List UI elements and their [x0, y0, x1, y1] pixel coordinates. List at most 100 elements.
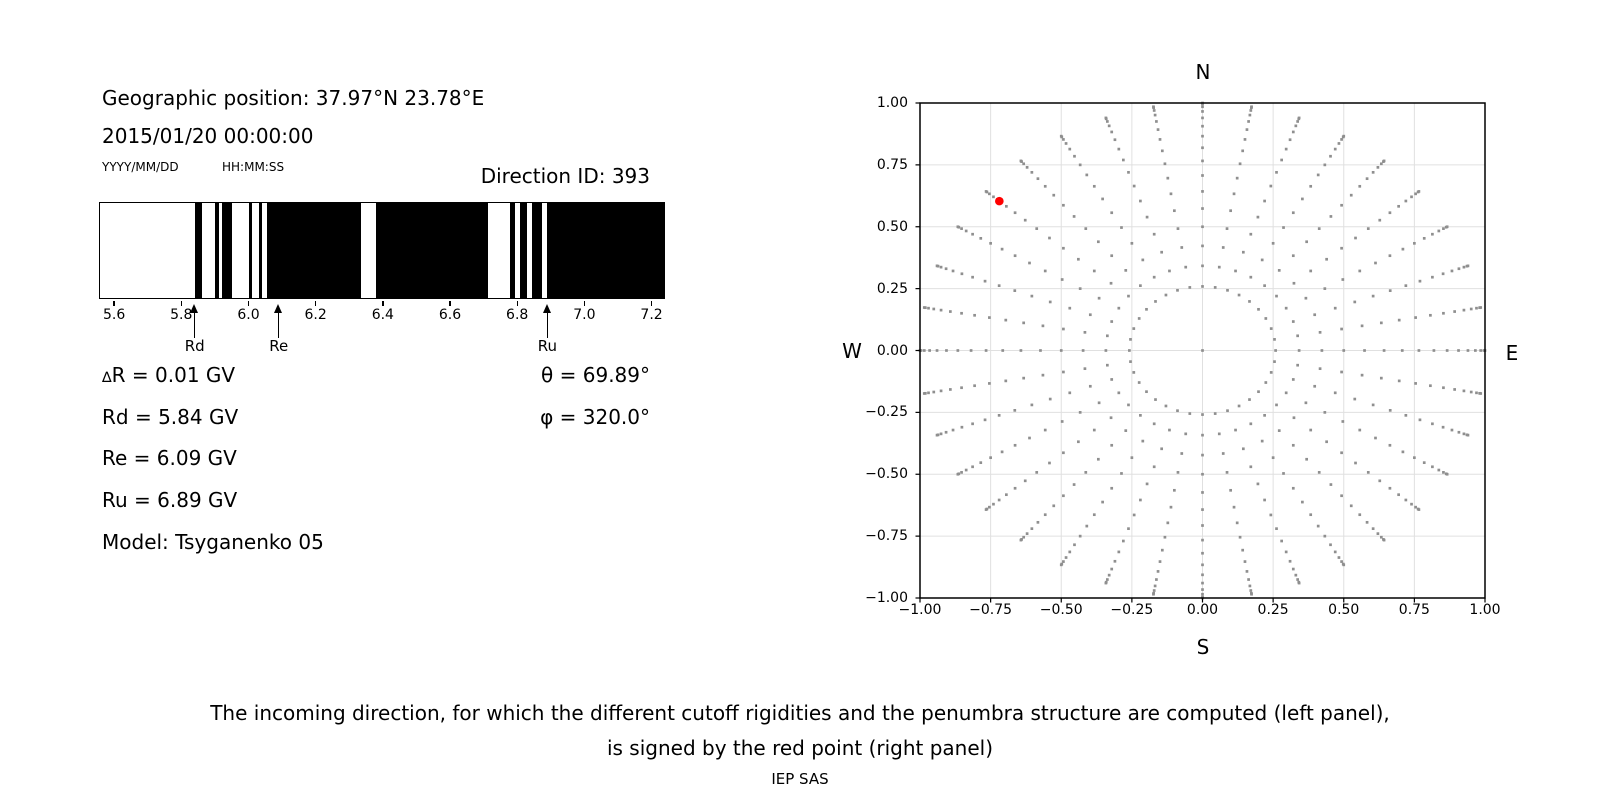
direction-dot: [992, 195, 995, 199]
direction-dot: [1110, 443, 1114, 447]
direction-dot: [1442, 386, 1445, 390]
direction-dot: [1019, 349, 1023, 352]
direction-dot: [1382, 538, 1386, 542]
direction-dot: [1431, 422, 1434, 426]
direction-dot: [1077, 440, 1080, 444]
direction-dot: [1337, 556, 1341, 559]
direction-dot: [1284, 550, 1288, 554]
direction-dot: [1217, 265, 1221, 269]
direction-dot: [944, 267, 948, 271]
direction-dot: [1022, 535, 1026, 539]
direction-dot: [1363, 349, 1366, 352]
direction-dot: [1376, 166, 1380, 169]
y-tick-label: 0.50: [876, 218, 908, 235]
direction-dot: [1301, 500, 1304, 504]
direction-dot: [1005, 204, 1008, 208]
direction-dot: [1417, 508, 1421, 511]
direction-dot: [1317, 227, 1321, 230]
direction-dot: [1083, 330, 1087, 334]
direction-dot: [1340, 138, 1343, 141]
direction-dot: [1264, 381, 1268, 384]
direction-dot: [1388, 211, 1392, 215]
direction-dot: [1132, 513, 1136, 517]
time-format-label: HH:MM:SS: [222, 160, 285, 174]
direction-dot: [971, 232, 974, 236]
direction-dot: [1418, 279, 1422, 283]
direction-dot: [1155, 120, 1158, 123]
direction-dot: [1130, 456, 1134, 460]
direction-dot: [1169, 192, 1173, 196]
direction-dot: [1163, 535, 1167, 539]
direction-dot: [1360, 324, 1364, 328]
direction-dot: [983, 418, 987, 422]
direction-dot: [1401, 450, 1405, 454]
direction-dot: [1382, 349, 1386, 352]
direction-dot: [1060, 278, 1064, 281]
barcode-tick-mark: [247, 301, 250, 306]
direction-dot: [1263, 199, 1266, 203]
direction-dot: [971, 422, 974, 426]
direction-dot: [1360, 373, 1364, 377]
direction-dot: [1110, 254, 1114, 258]
direction-dot: [1097, 296, 1101, 300]
direction-dot: [960, 227, 963, 230]
direction-dot: [1201, 472, 1204, 476]
direction-dot: [1084, 471, 1088, 474]
direction-dot: [1379, 162, 1383, 166]
direction-dot: [1457, 349, 1460, 352]
direction-dot: [960, 272, 964, 276]
direction-dot: [1442, 311, 1445, 315]
delta-symbol: ∆: [102, 370, 112, 386]
direction-dot: [1028, 436, 1031, 440]
direction-dot: [1154, 300, 1157, 303]
direction-dot: [1169, 505, 1173, 509]
direction-dot: [1201, 491, 1204, 494]
direction-dot: [1333, 147, 1337, 151]
direction-dot: [1466, 264, 1470, 268]
direction-dot: [1260, 258, 1264, 262]
direction-dot: [1025, 532, 1029, 535]
direction-dot: [1105, 363, 1109, 367]
direction-dot: [1382, 159, 1386, 163]
direction-dot: [1432, 349, 1436, 352]
direction-dot: [939, 308, 943, 312]
penumbra-barcode-plot: [99, 202, 665, 299]
cutoff-marker-label: Rd: [184, 337, 205, 355]
direction-dot: [1062, 370, 1065, 374]
direction-dot: [1104, 349, 1108, 352]
delta-r-text: ∆R = 0.01 GV: [102, 363, 236, 387]
direction-dot: [1152, 465, 1156, 469]
direction-dot: [922, 349, 926, 352]
penumbra-band: [267, 203, 362, 298]
direction-dot: [1237, 293, 1241, 297]
direction-dot: [1048, 461, 1051, 465]
barcode-tick-mark: [650, 301, 653, 306]
direction-dot: [1445, 349, 1449, 352]
direction-dot: [1453, 310, 1456, 313]
direction-dot: [1184, 432, 1188, 436]
direction-dot: [1234, 269, 1237, 273]
direction-dot: [1062, 451, 1065, 455]
direction-dot: [1139, 284, 1142, 288]
selected-direction-point: [995, 196, 1004, 206]
direction-dot: [1092, 184, 1096, 188]
direction-dot: [1022, 162, 1026, 166]
direction-dot: [960, 425, 964, 429]
direction-dot: [971, 465, 974, 469]
direction-dot: [973, 313, 976, 317]
direction-dot: [960, 471, 963, 474]
direction-dot: [1341, 420, 1345, 423]
up-arrow-icon: [190, 304, 199, 313]
direction-dot: [1317, 471, 1321, 474]
direction-dot: [1028, 261, 1031, 265]
direction-dot: [1257, 390, 1260, 394]
direction-dot: [1201, 538, 1204, 542]
direction-dot: [1188, 286, 1192, 289]
direction-dot: [1241, 548, 1245, 552]
direction-dot: [1462, 389, 1466, 393]
direction-dot: [1304, 296, 1308, 300]
direction-dot: [1004, 379, 1008, 383]
direction-dot: [1105, 334, 1109, 338]
direction-dot: [1117, 306, 1121, 310]
direction-dot: [1277, 429, 1281, 432]
